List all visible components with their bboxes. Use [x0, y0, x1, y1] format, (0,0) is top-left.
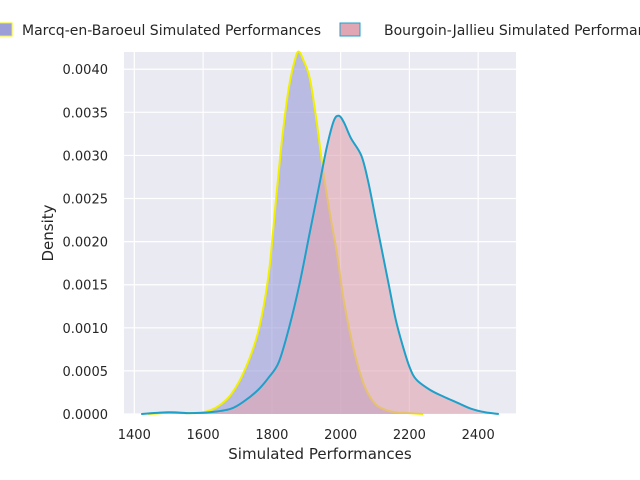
x-tick-label: 1800	[255, 428, 288, 443]
y-tick-label: 0.0025	[63, 193, 109, 208]
y-tick-label: 0.0015	[63, 279, 109, 294]
y-tick-label: 0.0040	[63, 63, 109, 78]
density-areas	[141, 50, 499, 415]
y-tick-label: 0.0005	[63, 365, 109, 380]
legend-label-marcq: Marcq-en-Baroeul Simulated Performances	[22, 23, 321, 39]
x-tick-label: 1400	[118, 428, 151, 443]
y-axis-label: Density	[39, 204, 57, 261]
density-fill-series-0	[148, 51, 424, 414]
y-tick-label: 0.0010	[63, 322, 109, 337]
x-tick-label: 2400	[462, 428, 495, 443]
y-tick-label: 0.0020	[63, 236, 109, 251]
y-tick-label: 0.0000	[63, 408, 109, 423]
y-tick-label: 0.0030	[63, 149, 109, 164]
y-tick-label: 0.0035	[63, 106, 109, 121]
legend-label-bourgoin: Bourgoin-Jallieu Simulated Performances	[384, 23, 640, 39]
x-tick-label: 2000	[324, 428, 357, 443]
legend: Marcq-en-Baroeul Simulated Performances …	[0, 22, 640, 39]
legend-swatch-marcq	[0, 22, 13, 37]
y-axis-ticks: 0.0000 0.0005 0.0010 0.0015 0.0020 0.0025 0.00…	[63, 63, 109, 423]
density-fill-series-1	[141, 115, 499, 414]
x-tick-label: 2200	[393, 428, 426, 443]
x-tick-label: 1600	[187, 428, 220, 443]
density-line-series-1	[141, 114, 499, 415]
x-axis-label: Simulated Performances	[228, 445, 412, 463]
x-axis-ticks: 1400 1600 1800 2000 2200 2400	[118, 428, 495, 443]
legend-swatch-bourgoin	[339, 22, 361, 37]
